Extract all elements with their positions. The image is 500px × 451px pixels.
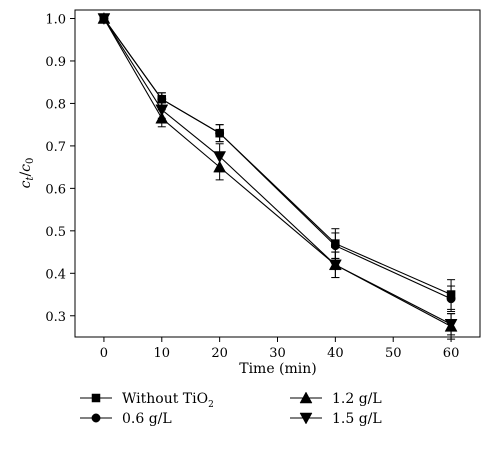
data-point [444,319,458,331]
plot-frame [74,9,481,338]
series-2 [97,11,458,340]
data-point [97,13,111,26]
series-3 [97,13,458,336]
series-line [103,18,452,300]
legend-marker [299,391,313,404]
x-tick-label: 10 [154,346,171,361]
y-tick-label: 0.7 [45,140,66,155]
x-tick-label: 60 [443,346,460,361]
legend-marker [299,412,313,425]
y-tick-label: 0.6 [45,182,66,197]
y-tick-label: 1.0 [45,12,66,27]
legend-entry: 0.6 g/L [80,411,172,427]
data-point [446,294,456,304]
series-line [103,18,452,296]
legend-entry: 1.5 g/L [290,411,382,427]
y-tick-label: 0.9 [45,55,66,70]
data-point [155,104,169,117]
legend-marker [91,413,101,423]
x-tick-label: 0 [100,346,108,361]
legend-entry: 1.2 g/L [290,391,382,407]
legend-label: 1.5 g/L [332,411,382,427]
legend-marker [91,393,101,403]
x-tick-label: 20 [211,346,228,361]
data-point [213,151,227,164]
legend-label: 0.6 g/L [122,411,172,427]
y-tick-label: 0.8 [45,97,66,112]
data-point [328,259,342,272]
legend-entry: Without TiO2 [80,391,214,410]
x-tick-label: 50 [385,346,402,361]
x-axis-ticks: 0 10 20 30 40 50 60 [100,337,460,361]
series-line [103,18,452,325]
legend-label: Without TiO2 [122,391,214,410]
y-tick-label: 0.3 [45,310,66,325]
y-axis-title: ct/c0 [18,158,36,189]
y-tick-label: 0.5 [45,225,66,240]
x-axis-title: Time (min) [239,361,317,377]
series-1 [99,14,456,313]
series-line [103,18,452,327]
series-layer [97,11,458,340]
data-point [330,241,340,251]
data-point [215,128,225,138]
y-tick-label: 0.4 [45,267,66,282]
y-axis-ticks: 1.0 0.9 0.8 0.7 0.6 0.5 0.4 0.3 [45,12,75,325]
x-tick-label: 40 [327,346,344,361]
series-0 [99,14,456,310]
x-tick-label: 30 [269,346,286,361]
legend-label: 1.2 g/L [332,391,382,407]
